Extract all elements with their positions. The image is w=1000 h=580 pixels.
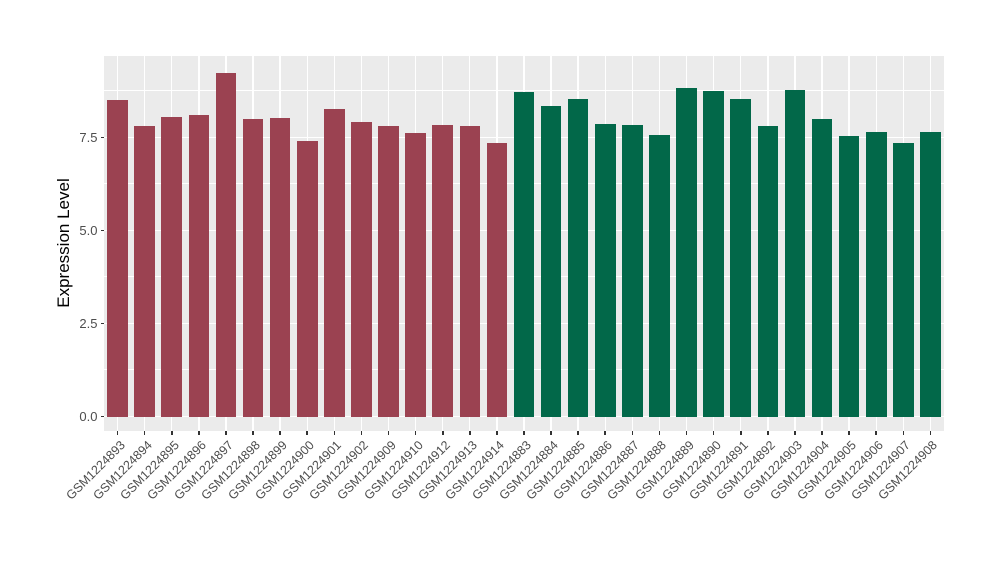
- bar-GSM1224907: [893, 143, 914, 417]
- y-tick-label: 7.5: [79, 130, 98, 146]
- x-tick-mark: [550, 431, 552, 435]
- x-tick-mark: [902, 431, 905, 435]
- y-tick-mark: [100, 415, 104, 418]
- y-tick-label: 5.0: [79, 223, 98, 239]
- bar-GSM1224895: [161, 117, 183, 417]
- bar-GSM1224887: [622, 124, 643, 417]
- x-tick-mark: [685, 431, 688, 435]
- x-tick-mark: [496, 431, 498, 435]
- x-tick-mark: [116, 431, 119, 435]
- bar-GSM1224904: [811, 118, 833, 417]
- x-tick-mark: [170, 431, 173, 435]
- bar-GSM1224894: [134, 125, 155, 417]
- bar-GSM1224892: [757, 126, 779, 417]
- bar-GSM1224885: [567, 98, 589, 417]
- y-axis-title: Expression Level: [54, 178, 73, 308]
- x-tick-mark: [739, 431, 742, 435]
- bar-GSM1224912: [432, 125, 453, 417]
- bar-GSM1224899: [269, 117, 291, 417]
- x-tick-mark: [225, 431, 227, 435]
- x-tick-mark: [577, 431, 579, 435]
- x-tick-mark: [360, 431, 363, 435]
- plot-panel: [104, 56, 944, 431]
- bar-GSM1224910: [405, 133, 426, 417]
- bar-GSM1224906: [865, 131, 887, 417]
- bar-GSM1224884: [540, 106, 562, 417]
- bar-GSM1224908: [920, 132, 941, 417]
- bar-GSM1224902: [351, 122, 372, 417]
- bar-GSM1224903: [784, 89, 806, 417]
- bar-GSM1224890: [703, 91, 724, 417]
- x-tick-mark: [469, 431, 471, 435]
- x-tick-mark: [143, 431, 146, 435]
- bar-GSM1224888: [649, 135, 670, 417]
- x-tick-mark: [712, 431, 715, 435]
- x-tick-mark: [252, 431, 254, 435]
- x-tick-mark: [306, 431, 309, 435]
- x-tick-mark: [848, 431, 850, 435]
- bar-GSM1224913: [459, 126, 481, 417]
- bar-GSM1224891: [730, 98, 752, 417]
- x-tick-mark: [875, 431, 878, 435]
- y-tick-mark: [100, 136, 104, 139]
- bar-GSM1224914: [486, 142, 508, 417]
- y-tick-label: 2.5: [79, 316, 98, 332]
- bar-GSM1224883: [513, 92, 535, 417]
- bar-GSM1224893: [107, 100, 128, 417]
- y-tick-mark: [100, 322, 104, 325]
- y-tick-mark: [100, 229, 104, 232]
- y-tick-label: 0.0: [79, 409, 98, 424]
- x-tick-mark: [279, 431, 281, 435]
- x-tick-mark: [929, 431, 932, 435]
- bar-GSM1224886: [594, 123, 616, 417]
- bar-GSM1224909: [378, 126, 399, 417]
- x-tick-mark: [523, 431, 525, 435]
- x-tick-mark: [198, 431, 200, 435]
- bar-GSM1224889: [676, 88, 697, 417]
- x-tick-mark: [821, 431, 823, 435]
- bar-GSM1224901: [324, 108, 345, 417]
- x-tick-mark: [441, 431, 444, 435]
- bar-GSM1224897: [215, 73, 237, 417]
- bar-GSM1224900: [296, 141, 318, 417]
- x-tick-mark: [604, 431, 607, 435]
- x-tick-mark: [794, 431, 796, 435]
- x-tick-mark: [387, 431, 390, 435]
- x-tick-mark: [414, 431, 417, 435]
- x-tick-mark: [767, 431, 769, 435]
- bar-GSM1224896: [188, 114, 210, 417]
- bar-GSM1224905: [838, 135, 860, 417]
- x-tick-mark: [333, 431, 336, 435]
- x-tick-mark: [631, 431, 634, 435]
- bar-GSM1224898: [242, 119, 264, 417]
- x-tick-mark: [658, 431, 661, 435]
